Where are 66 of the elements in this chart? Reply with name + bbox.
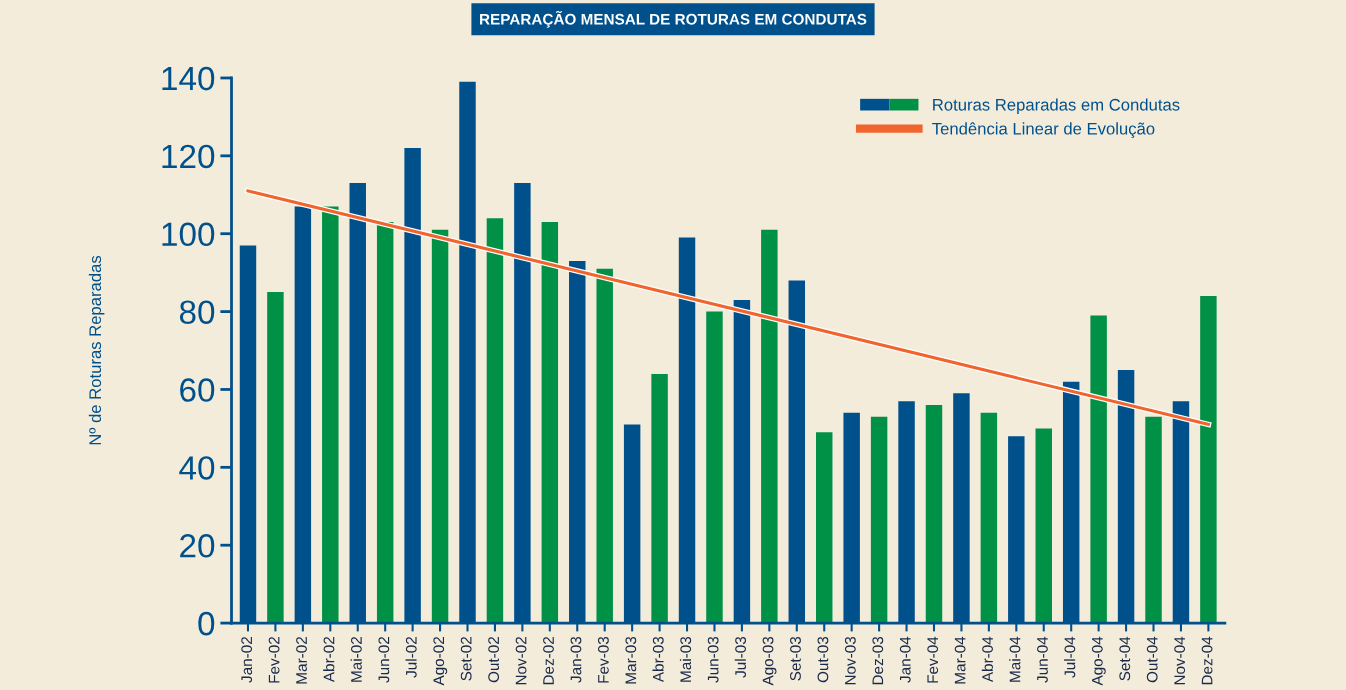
x-tick-label: Ago-02 xyxy=(433,637,448,686)
legend-label: Roturas Reparadas em Condutas xyxy=(933,98,1180,114)
y-tick-label: 120 xyxy=(162,144,215,169)
x-tick-label: Jun-02 xyxy=(378,637,390,683)
bar xyxy=(596,268,613,624)
x-tick-label: Nov-03 xyxy=(844,636,856,685)
bar xyxy=(1090,315,1107,624)
x-tick-label: Dez-04 xyxy=(1201,636,1213,685)
legend-label: Tendência Linear de Evolução xyxy=(932,122,1155,138)
x-tick-label: Mai-03 xyxy=(679,636,692,682)
x-tick-label: Out-03 xyxy=(817,636,829,683)
x-tick-label: Abr-02 xyxy=(323,637,335,683)
bar xyxy=(816,432,833,624)
bar xyxy=(925,405,943,624)
bar xyxy=(322,206,339,624)
x-tick-label: Ago-03 xyxy=(762,636,777,686)
x-tick-label: Fev-04 xyxy=(927,636,939,683)
x-tick-label: Nov-02 xyxy=(515,637,527,685)
x-tick-label: Ago-04 xyxy=(1091,636,1106,686)
y-tick-label: 60 xyxy=(180,378,215,402)
x-tick-label: Mar-03 xyxy=(625,636,637,684)
bar xyxy=(980,412,998,624)
bar xyxy=(431,229,449,624)
bar xyxy=(761,229,778,624)
x-tick-label: Mar-04 xyxy=(954,636,966,684)
bar xyxy=(376,222,394,624)
bar xyxy=(1035,428,1052,624)
x-tick-label: Set-03 xyxy=(790,636,801,681)
y-tick-label: 0 xyxy=(198,611,215,636)
x-tick-label: Abr-04 xyxy=(981,636,993,683)
x-tick-label: Jul-02 xyxy=(405,637,417,678)
y-axis-title: Nº de Roturas Reparadas xyxy=(88,255,105,445)
x-tick-label: Nov-04 xyxy=(1174,636,1186,685)
bar xyxy=(1200,296,1217,624)
x-tick-label: Jul-04 xyxy=(1064,636,1076,678)
bar xyxy=(651,373,668,624)
x-tick-label: Fev-02 xyxy=(268,637,280,683)
y-tick-label: 20 xyxy=(180,534,215,558)
x-tick-label: Jan-02 xyxy=(241,637,253,683)
bar xyxy=(486,218,504,624)
y-tick-label: 40 xyxy=(179,456,215,480)
x-tick-label: Out-02 xyxy=(488,637,500,683)
bar xyxy=(1145,416,1162,624)
x-tick-label: Abr-03 xyxy=(652,636,664,683)
y-tick-label: 140 xyxy=(162,66,215,91)
x-tick-label: Jun-04 xyxy=(1037,636,1048,683)
x-tick-label: Jan-04 xyxy=(899,636,911,683)
x-tick-label: Jul-03 xyxy=(734,636,747,678)
x-tick-label: Fev-03 xyxy=(597,636,609,683)
x-tick-label: Mai-02 xyxy=(350,637,362,682)
bar xyxy=(541,222,559,624)
x-tick-label: Mar-02 xyxy=(296,637,307,684)
x-tick-label: Set-02 xyxy=(460,637,472,681)
x-tick-label: Jan-03 xyxy=(570,636,582,683)
y-tick-label: 100 xyxy=(162,222,215,247)
bar xyxy=(870,416,888,624)
x-tick-label: Mai-04 xyxy=(1009,636,1021,682)
bar xyxy=(706,311,723,624)
x-tick-label: Dez-02 xyxy=(543,637,554,685)
chart-title: REPARAÇÃO MENSAL DE ROTURAS EM CONDUTAS xyxy=(480,10,867,28)
x-tick-label: Jun-03 xyxy=(707,636,719,683)
y-tick-label: 80 xyxy=(179,300,215,324)
x-tick-label: Out-04 xyxy=(1146,636,1158,683)
x-tick-label: Dez-03 xyxy=(872,636,884,685)
x-tick-label: Set-04 xyxy=(1119,636,1131,681)
bar xyxy=(267,292,284,624)
